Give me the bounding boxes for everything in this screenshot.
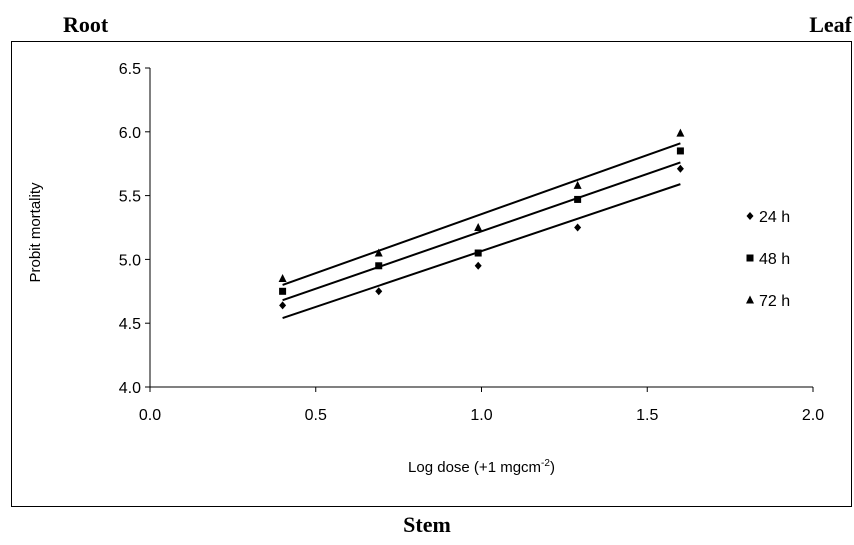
data-point-48h xyxy=(279,287,287,295)
data-point-72h xyxy=(374,248,383,257)
data-point-48h xyxy=(574,195,582,203)
data-point-24h xyxy=(474,261,482,270)
legend-label: 48 h xyxy=(759,251,790,268)
x-tick-label: 0.0 xyxy=(139,407,161,424)
data-point-24h xyxy=(676,164,684,173)
data-point-72h xyxy=(474,223,483,231)
heading-leaf: Leaf xyxy=(809,12,852,37)
x-tick-label: 2.0 xyxy=(802,407,824,424)
x-tick-label: 0.5 xyxy=(305,407,327,424)
legend-marker-48h xyxy=(746,254,754,262)
data-point-72h xyxy=(573,180,582,189)
legend-marker-24h xyxy=(746,212,754,220)
y-tick-label: 6.0 xyxy=(119,125,141,142)
data-point-48h xyxy=(676,147,684,155)
legend-label: 24 h xyxy=(759,209,790,226)
chart-frame xyxy=(11,41,852,507)
y-tick-label: 5.5 xyxy=(119,189,141,206)
y-tick-label: 4.0 xyxy=(119,380,141,397)
heading-stem: Stem xyxy=(403,512,451,537)
data-point-72h xyxy=(676,128,685,137)
y-tick-label: 6.5 xyxy=(119,61,141,78)
data-point-72h xyxy=(278,274,287,283)
y-axis-label: Probit mortality xyxy=(27,182,44,283)
data-point-24h xyxy=(574,223,582,232)
legend-label: 72 h xyxy=(759,293,790,310)
data-point-24h xyxy=(375,287,383,296)
x-axis-label: Log dose (+1 mgcm-2) xyxy=(408,458,555,476)
legend-marker-72h xyxy=(746,295,754,304)
data-point-48h xyxy=(474,249,482,257)
y-tick-label: 5.0 xyxy=(119,252,141,269)
fit-line-48h xyxy=(282,161,681,302)
data-point-48h xyxy=(375,262,383,270)
fit-line-72h xyxy=(282,142,681,286)
x-tick-label: 1.0 xyxy=(470,407,492,424)
heading-root: Root xyxy=(63,12,109,37)
x-tick-label: 1.5 xyxy=(636,407,658,424)
data-point-24h xyxy=(279,301,287,310)
y-tick-label: 4.5 xyxy=(119,316,141,333)
